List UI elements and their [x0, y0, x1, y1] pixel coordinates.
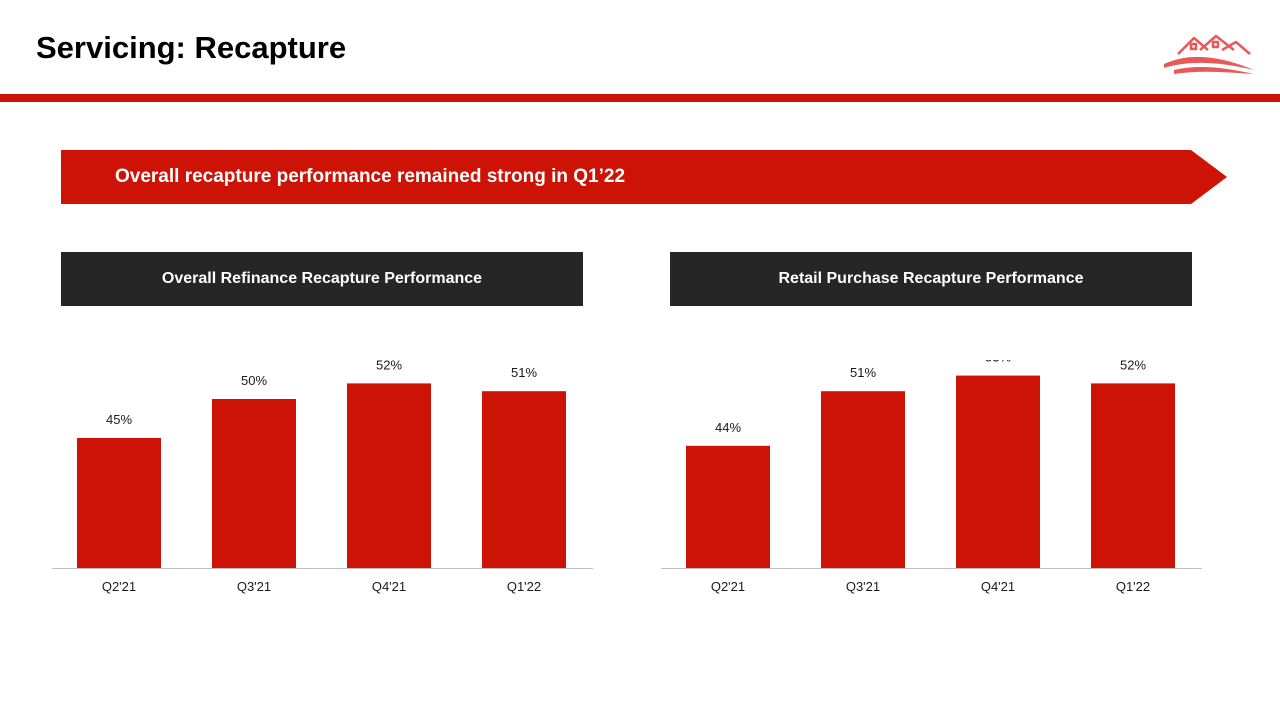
data-label: 45%	[106, 412, 132, 427]
bar-Q4'21	[347, 383, 431, 568]
data-label: 51%	[511, 365, 537, 380]
bar-Q3'21	[821, 391, 905, 568]
x-tick-label: Q3'21	[846, 579, 880, 594]
bar-Q1'22	[482, 391, 566, 568]
bar-Q4'21	[956, 375, 1040, 568]
purchase-chart-header: Retail Purchase Recapture Performance	[670, 252, 1192, 306]
bar-Q1'22	[1091, 383, 1175, 568]
bar-Q2'21	[686, 445, 770, 568]
data-label: 52%	[376, 360, 402, 372]
x-tick-label: Q2'21	[102, 579, 136, 594]
data-label: 44%	[715, 420, 741, 435]
banner-text: Overall recapture performance remained s…	[115, 166, 626, 187]
x-tick-label: Q4'21	[372, 579, 406, 594]
bar-Q2'21	[77, 438, 161, 568]
header-rule	[0, 94, 1280, 102]
page-title: Servicing: Recapture	[36, 30, 347, 65]
x-tick-label: Q2'21	[711, 579, 745, 594]
banner: Overall recapture performance remained s…	[61, 150, 1227, 204]
banner-arrow-shape	[61, 150, 1227, 204]
refinance-chart-header: Overall Refinance Recapture Performance	[61, 252, 583, 306]
purchase-recapture-chart: 44% Q2'21 51% Q3'21 53% Q4'21 52% Q1'22	[661, 360, 1202, 594]
refinance-recapture-chart: 45% Q2'21 50% Q3'21 52% Q4'21 51% Q1'22	[52, 360, 593, 594]
house-roof-logo-icon	[1164, 34, 1254, 74]
x-tick-label: Q1'22	[1116, 579, 1150, 594]
x-tick-label: Q1'22	[507, 579, 541, 594]
x-tick-label: Q3'21	[237, 579, 271, 594]
data-label: 51%	[850, 365, 876, 380]
x-tick-label: Q4'21	[981, 579, 1015, 594]
data-label: 52%	[1120, 360, 1146, 372]
bar-Q3'21	[212, 399, 296, 568]
data-label: 50%	[241, 373, 267, 388]
data-label: 53%	[985, 360, 1011, 365]
